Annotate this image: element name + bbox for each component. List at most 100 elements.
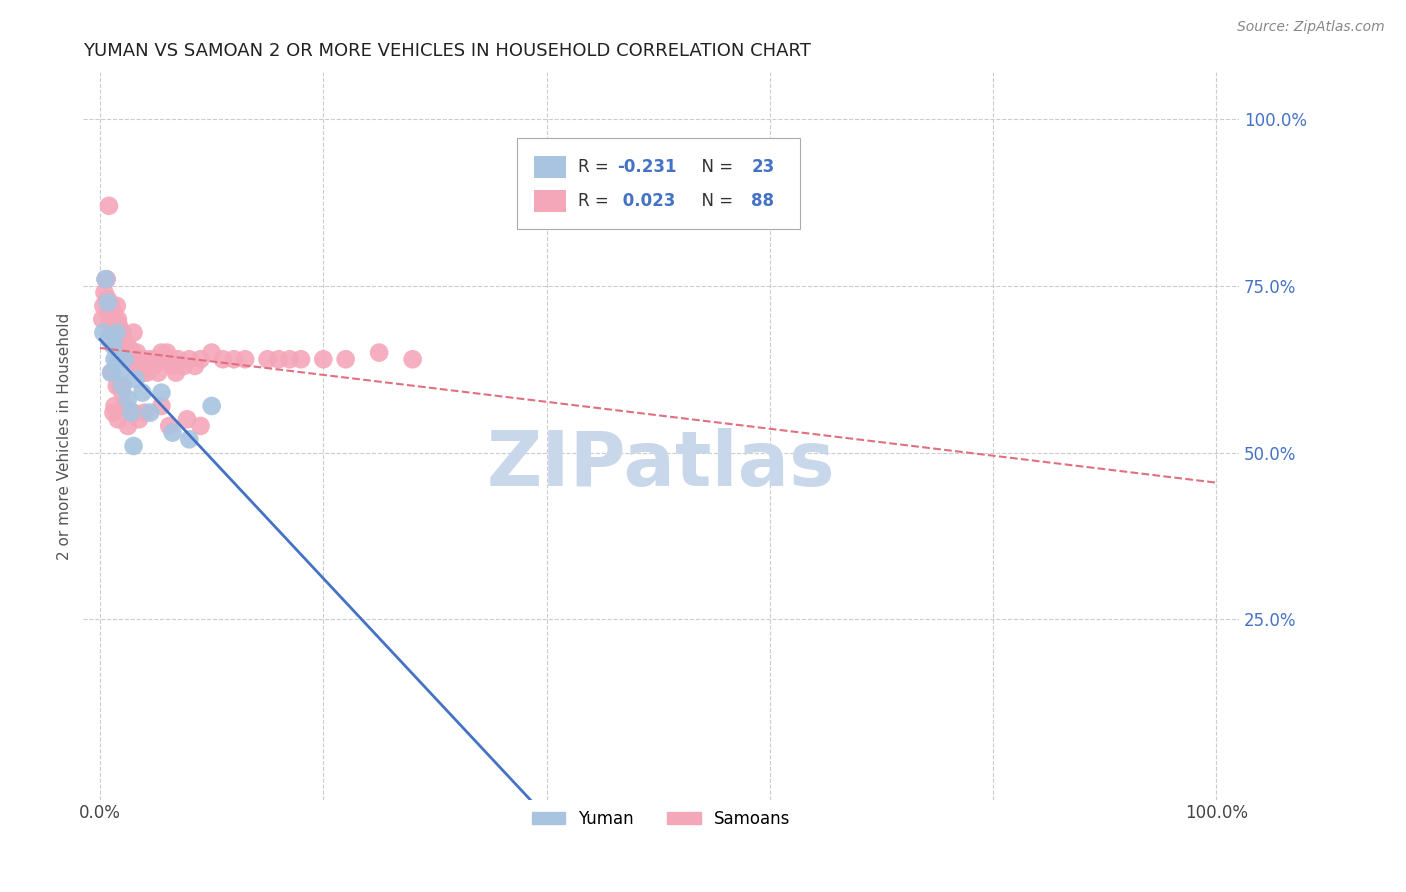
- Point: [100, 366, 122, 380]
- Point: [233, 352, 256, 367]
- Text: R =: R =: [578, 158, 614, 176]
- Point: [98, 199, 121, 213]
- Point: [111, 339, 134, 353]
- Point: [111, 379, 134, 393]
- Point: [93, 285, 115, 300]
- Point: [108, 318, 131, 333]
- Point: [125, 345, 148, 359]
- Point: [94, 272, 117, 286]
- Point: [278, 352, 301, 367]
- Point: [105, 326, 128, 340]
- Point: [117, 419, 139, 434]
- Point: [100, 332, 122, 346]
- Point: [117, 392, 139, 407]
- Text: N =: N =: [692, 192, 738, 211]
- Text: ZIPatlas: ZIPatlas: [486, 428, 835, 502]
- Point: [114, 339, 136, 353]
- Point: [134, 406, 156, 420]
- Point: [105, 379, 128, 393]
- Bar: [534, 190, 567, 212]
- Point: [96, 272, 118, 286]
- Point: [128, 352, 150, 367]
- Point: [150, 399, 173, 413]
- Point: [173, 359, 195, 373]
- Point: [107, 352, 129, 367]
- Point: [91, 312, 114, 326]
- Point: [201, 399, 224, 413]
- Point: [368, 345, 391, 359]
- Point: [167, 352, 190, 367]
- Point: [117, 339, 139, 353]
- Point: [128, 412, 150, 426]
- Point: [108, 339, 131, 353]
- Point: [97, 292, 120, 306]
- Point: [115, 339, 138, 353]
- Point: [107, 412, 129, 426]
- Point: [222, 352, 245, 367]
- Point: [111, 326, 134, 340]
- Text: 88: 88: [751, 192, 775, 211]
- Text: N =: N =: [692, 158, 738, 176]
- Text: -0.231: -0.231: [617, 158, 676, 176]
- Text: 0.023: 0.023: [617, 192, 675, 211]
- Point: [98, 312, 121, 326]
- FancyBboxPatch shape: [516, 138, 800, 228]
- Text: R =: R =: [578, 192, 614, 211]
- Point: [162, 425, 184, 440]
- Point: [131, 366, 153, 380]
- Point: [100, 366, 122, 380]
- Point: [179, 433, 201, 447]
- Point: [145, 352, 167, 367]
- Point: [122, 352, 145, 367]
- Point: [156, 345, 179, 359]
- Point: [117, 352, 139, 367]
- Point: [93, 326, 115, 340]
- Point: [184, 359, 207, 373]
- Point: [105, 326, 128, 340]
- Point: [150, 385, 173, 400]
- Point: [125, 352, 148, 367]
- Point: [312, 352, 335, 367]
- Point: [110, 339, 132, 353]
- Text: Source: ZipAtlas.com: Source: ZipAtlas.com: [1237, 20, 1385, 34]
- Text: 23: 23: [751, 158, 775, 176]
- Point: [112, 332, 135, 346]
- Point: [120, 352, 142, 367]
- Point: [97, 295, 120, 310]
- Point: [335, 352, 357, 367]
- Point: [100, 326, 122, 340]
- Point: [190, 419, 212, 434]
- Point: [146, 366, 169, 380]
- Point: [165, 366, 187, 380]
- Point: [108, 366, 131, 380]
- Point: [98, 332, 121, 346]
- Point: [201, 345, 224, 359]
- Point: [120, 352, 142, 367]
- Point: [122, 439, 145, 453]
- Point: [103, 339, 125, 353]
- Point: [114, 399, 136, 413]
- Text: YUMAN VS SAMOAN 2 OR MORE VEHICLES IN HOUSEHOLD CORRELATION CHART: YUMAN VS SAMOAN 2 OR MORE VEHICLES IN HO…: [83, 42, 811, 60]
- Point: [267, 352, 290, 367]
- Bar: [534, 156, 567, 178]
- Point: [190, 352, 212, 367]
- Point: [111, 385, 134, 400]
- Point: [134, 352, 156, 367]
- Point: [93, 299, 115, 313]
- Point: [118, 345, 141, 359]
- Point: [103, 399, 125, 413]
- Point: [127, 359, 149, 373]
- Point: [290, 352, 312, 367]
- Point: [162, 359, 184, 373]
- Point: [98, 305, 121, 319]
- Point: [103, 326, 125, 340]
- Point: [94, 272, 117, 286]
- Point: [103, 352, 125, 367]
- Point: [125, 372, 148, 386]
- Point: [108, 379, 131, 393]
- Point: [139, 352, 162, 367]
- Point: [256, 352, 278, 367]
- Point: [176, 412, 198, 426]
- Point: [120, 406, 142, 420]
- Point: [114, 345, 136, 359]
